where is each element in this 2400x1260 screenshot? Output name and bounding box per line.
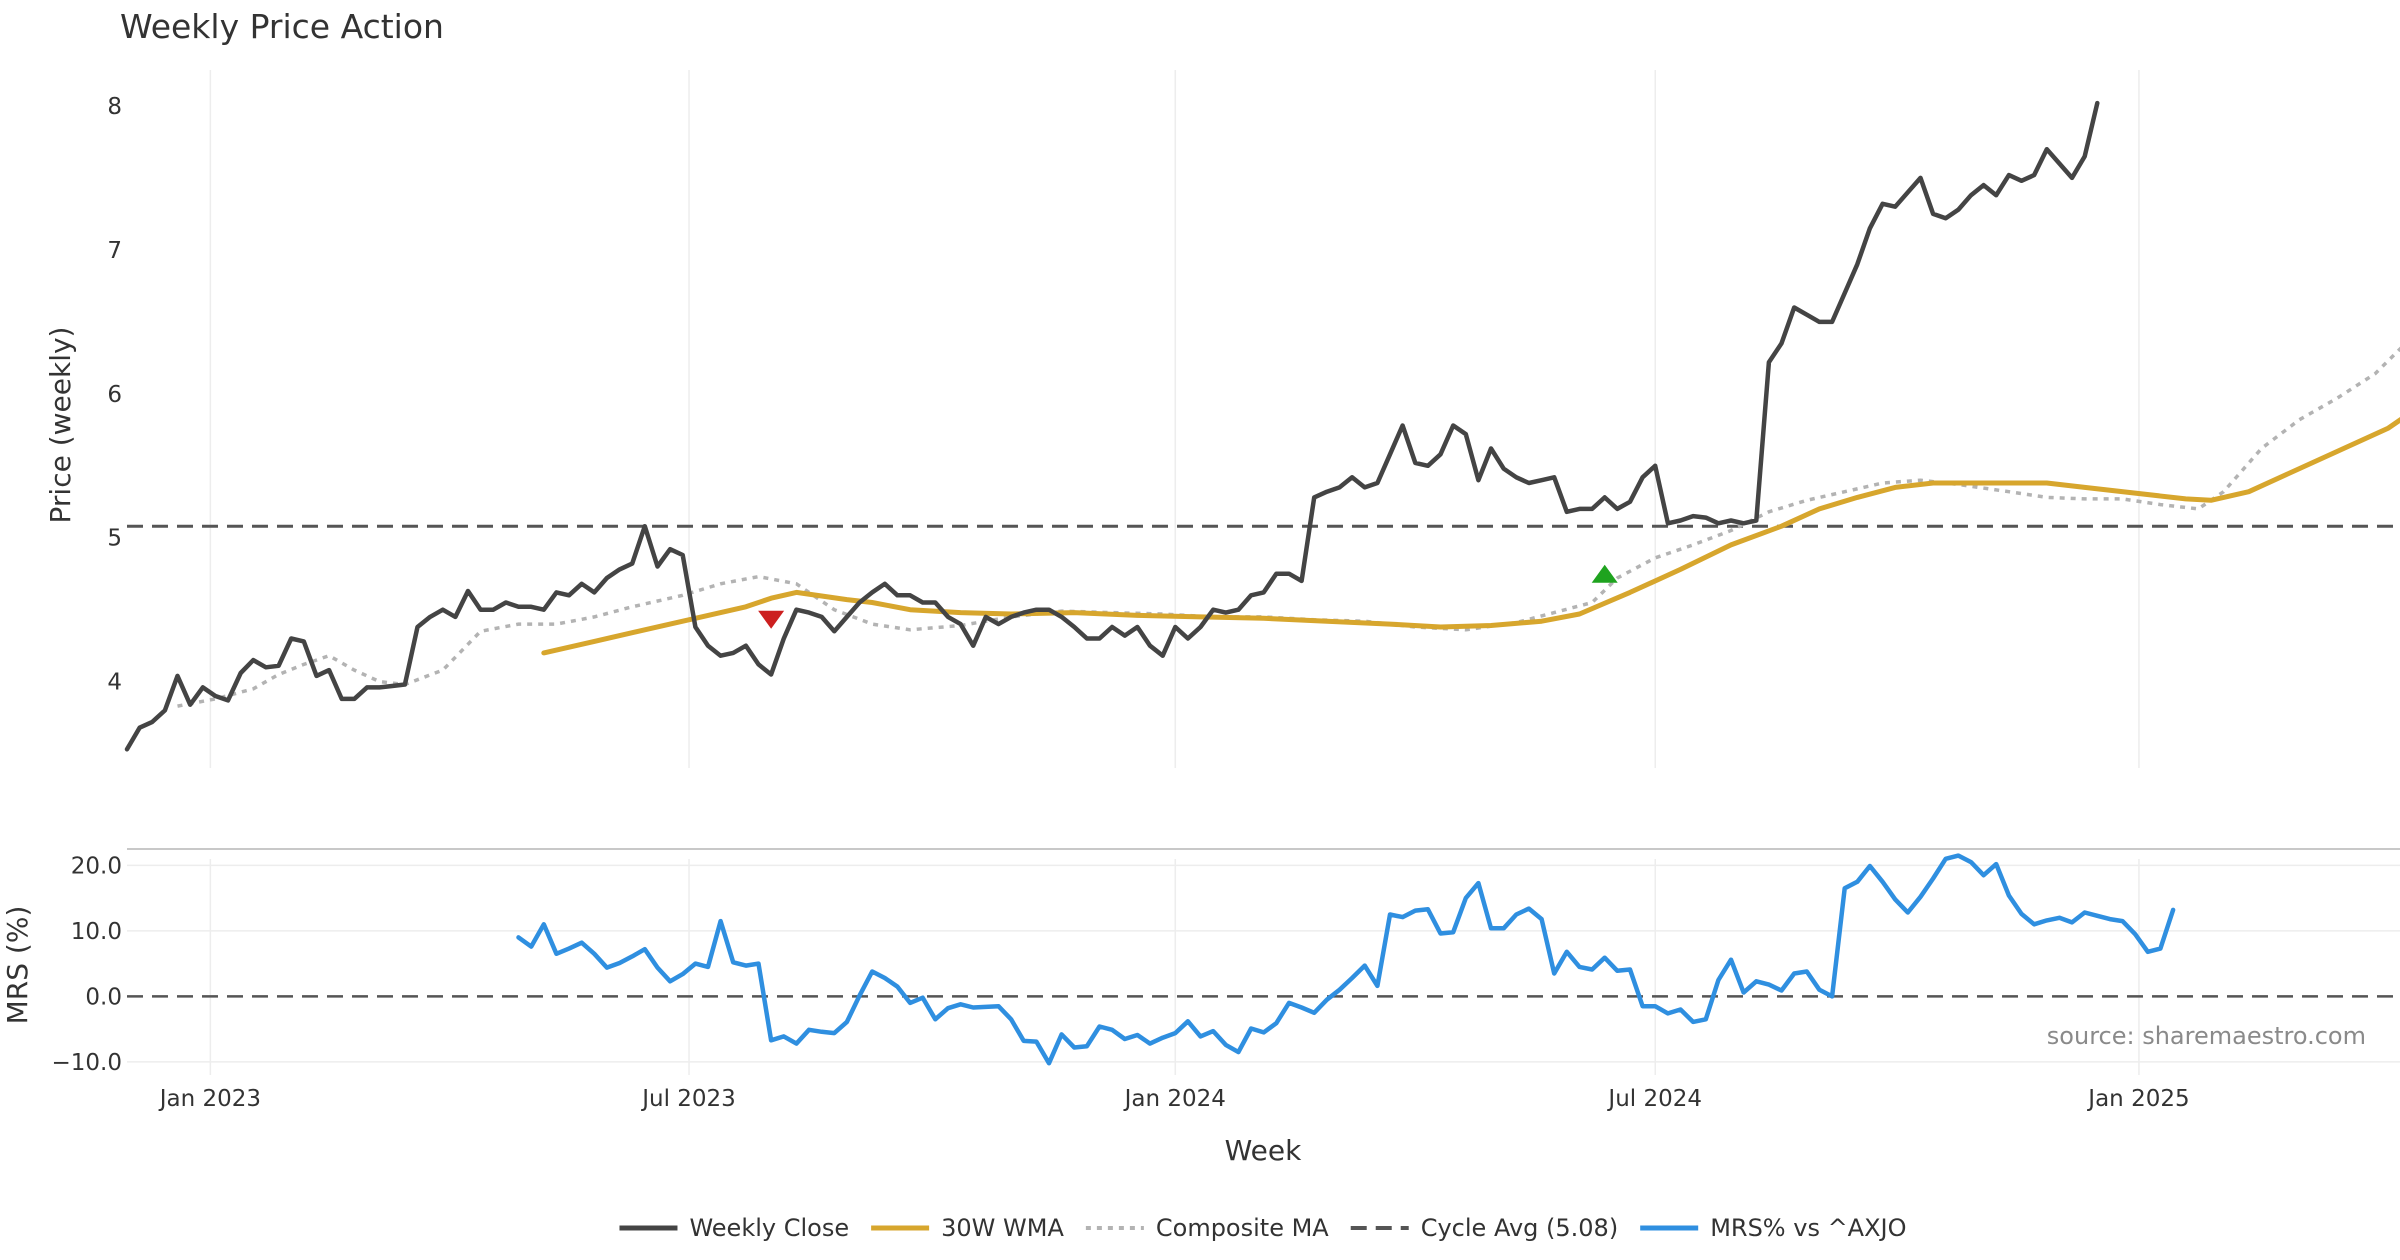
price-y-tick-label: 4 [107,670,122,696]
legend-label: Weekly Close [689,1214,849,1242]
x-ticks: Jan 2023 Jul 2023 Jan 2024 Jul 2024 Jan 2025… [158,1086,2190,1112]
legend-item: 30W WMA [871,1214,1064,1242]
price-y-tick-label: 6 [107,382,122,408]
legend-label: 30W WMA [941,1214,1064,1242]
legend-label: MRS% vs ^AXJO [1710,1214,1906,1242]
price-y-tick-label: 7 [107,238,122,264]
mrs-y-tick-label: 20.0 [71,853,122,879]
mrs-y-tick-label: −10.0 [52,1050,122,1076]
signal-markers [758,564,1618,629]
buy-signal-marker [1591,564,1618,583]
x-tick-label: Jan 2024 [1123,1086,1226,1112]
legend-item: Composite MA [1085,1214,1329,1242]
composite-ma-line [177,346,2400,708]
legend-item: MRS% vs ^AXJO [1640,1214,1907,1242]
source-label: source: sharemaestro.com [2047,1022,2366,1050]
x-tick-label: Jan 2025 [2086,1086,2189,1112]
legend-item: Cycle Avg (5.08) [1350,1214,1618,1242]
mrs-line [516,853,2176,1066]
legend-label: Composite MA [1156,1214,1329,1242]
wma-30w-line [541,417,2400,656]
price-y-tick-label: 8 [107,94,122,120]
x-tick-label: Jan 2023 [158,1086,261,1112]
sell-signal-marker [758,610,785,629]
mrs-y-tick-label: 10.0 [71,919,122,945]
mrs-y-axis-title: MRS (%) [1,906,34,1025]
mrs-y-ticks: 20.0 10.0 0.0 −10.0 [52,853,122,1076]
legend-label: Cycle Avg (5.08) [1421,1214,1618,1242]
x-axis-title: Week [1225,1134,1302,1167]
x-tick-label: Jul 2023 [640,1086,736,1112]
price-gridlines [209,70,2140,768]
mrs-gridlines [127,859,2400,1075]
price-series [124,100,2400,752]
weekly-close-line [124,100,2100,752]
price-y-tick-label: 5 [107,526,122,552]
price-y-ticks: 4 5 6 7 8 [107,94,122,696]
x-tick-label: Jul 2024 [1606,1086,1702,1112]
price-y-axis-title: Price (weekly) [44,327,77,524]
legend: Weekly Close 30W WMA Composite MA Cycle Avg… [619,1214,1907,1242]
chart-title: Weekly Price Action [120,7,444,46]
legend-item: Weekly Close [619,1214,849,1242]
mrs-y-tick-label: 0.0 [85,984,122,1010]
mrs-series [516,853,2176,1066]
